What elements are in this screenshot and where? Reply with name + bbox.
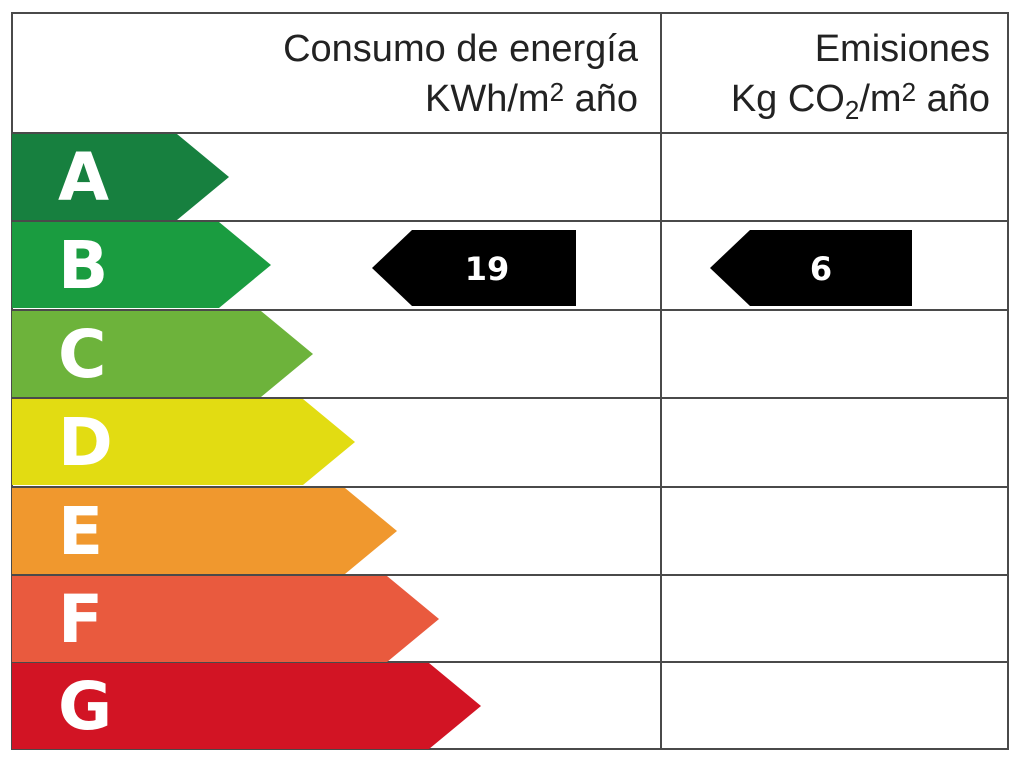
band-letter: D [58, 404, 113, 481]
right-border [1007, 12, 1009, 750]
emissions-unit-mid: /m [859, 78, 902, 120]
emissions-header: Emisiones Kg CO2/m2 año [731, 24, 990, 124]
row-divider [11, 309, 1009, 311]
rating-band-b: B [12, 222, 271, 308]
band-arrow-shape [12, 488, 397, 574]
emissions-unit-suffix: año [916, 78, 990, 120]
consumption-unit-prefix: KWh/m [425, 78, 550, 120]
emissions-unit-exponent: 2 [901, 77, 917, 107]
band-letter: F [58, 581, 104, 658]
top-border [11, 12, 1009, 14]
column-divider [660, 12, 662, 750]
band-arrow-shape [12, 222, 271, 308]
emissions-unit-subscript: 2 [844, 95, 860, 125]
emissions-rating-indicator: 6 [710, 230, 912, 306]
consumption-value: 19 [464, 250, 510, 288]
row-divider [11, 397, 1009, 399]
row-divider [11, 574, 1009, 576]
rating-band-a: A [12, 134, 229, 220]
rating-band-d: D [12, 399, 355, 485]
emissions-unit: Kg CO2/m2 año [731, 74, 990, 124]
row-divider [11, 661, 1009, 663]
indicator-arrow-shape [372, 230, 576, 306]
rating-band-g: G [12, 663, 481, 749]
emissions-unit-prefix: Kg CO [730, 78, 845, 120]
band-arrow-shape [12, 311, 313, 397]
row-divider [11, 220, 1009, 222]
consumption-unit: KWh/m2 año [283, 74, 638, 124]
band-letter: C [58, 316, 107, 393]
band-letter: A [58, 139, 110, 216]
indicator-arrow-shape [710, 230, 912, 306]
consumption-title: Consumo de energía [283, 28, 638, 70]
band-arrow-shape [12, 399, 355, 485]
consumption-unit-exponent: 2 [549, 77, 565, 107]
rating-band-e: E [12, 488, 397, 574]
band-letter: B [58, 227, 109, 304]
emissions-value: 6 [809, 250, 833, 288]
band-arrow-shape [12, 576, 439, 662]
header-divider [11, 132, 1009, 134]
rating-band-c: C [12, 311, 313, 397]
bottom-border [11, 748, 1009, 750]
band-arrow-shape [12, 134, 229, 220]
band-arrow-shape [12, 663, 481, 749]
consumption-rating-indicator: 19 [372, 230, 576, 306]
rating-band-f: F [12, 576, 439, 662]
consumption-unit-suffix: año [564, 78, 638, 120]
consumption-header: Consumo de energía KWh/m2 año [283, 24, 638, 124]
band-letter: G [58, 668, 113, 745]
band-letter: E [58, 493, 104, 570]
row-divider [11, 486, 1009, 488]
emissions-title: Emisiones [814, 28, 990, 70]
